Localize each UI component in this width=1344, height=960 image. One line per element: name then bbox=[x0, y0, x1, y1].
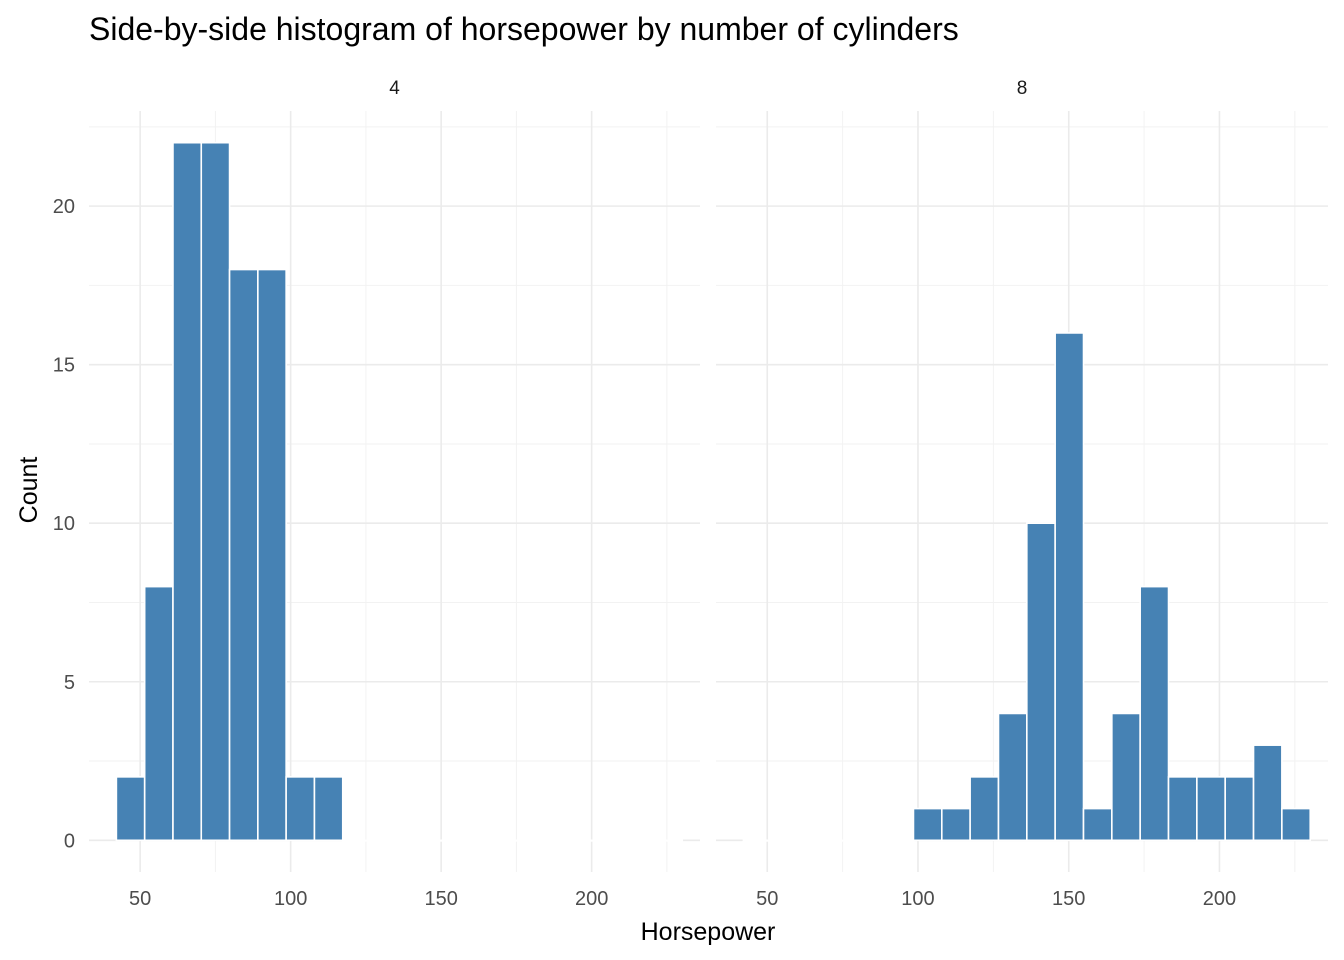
histogram-bar bbox=[483, 839, 514, 842]
y-tick-label: 20 bbox=[53, 196, 75, 218]
x-tick-label: 200 bbox=[575, 888, 608, 910]
histogram-bar bbox=[398, 839, 429, 842]
histogram-bar bbox=[568, 839, 599, 842]
facet-panels: 4 50 100 150 200 0 5 10 15 20 8 50 100 150 200 bbox=[53, 78, 1328, 910]
x-tick-label: 100 bbox=[274, 888, 307, 910]
histogram-bar bbox=[1196, 776, 1226, 842]
histogram-bar bbox=[1167, 776, 1198, 842]
histogram-bar bbox=[1082, 807, 1113, 842]
x-tick-label: 50 bbox=[129, 888, 151, 910]
histogram-bar bbox=[455, 839, 485, 842]
histogram-bar bbox=[770, 839, 801, 842]
x-tick-label: 50 bbox=[756, 888, 778, 910]
histogram-bar bbox=[1224, 776, 1255, 842]
histogram-bar bbox=[1026, 522, 1056, 842]
y-tick-label: 5 bbox=[64, 672, 75, 694]
histogram-bar bbox=[941, 807, 971, 842]
x-tick-label: 150 bbox=[1052, 888, 1085, 910]
histogram-bar bbox=[855, 839, 886, 842]
histogram-bar bbox=[1281, 807, 1312, 842]
histogram-bar bbox=[799, 839, 830, 842]
y-axis-title: Count bbox=[15, 457, 43, 524]
y-tick-label: 15 bbox=[53, 355, 75, 377]
histogram-bar bbox=[1054, 332, 1085, 842]
histogram-bar bbox=[143, 585, 174, 842]
histogram-bar bbox=[1111, 712, 1141, 842]
histogram-bar bbox=[313, 776, 344, 842]
histogram-bar bbox=[969, 776, 1000, 842]
x-tick-label: 150 bbox=[424, 888, 457, 910]
y-tick-label: 0 bbox=[64, 830, 75, 852]
histogram-bar bbox=[1139, 585, 1170, 842]
x-axis-title: Horsepower bbox=[641, 918, 776, 946]
y-tick-label: 10 bbox=[53, 513, 75, 535]
histogram-bar bbox=[997, 712, 1028, 842]
histogram-bar bbox=[115, 776, 146, 842]
chart-title: Side-by-side histogram of horsepower by … bbox=[89, 11, 959, 47]
histogram-bar bbox=[742, 839, 773, 842]
x-tick-label: 200 bbox=[1203, 888, 1236, 910]
facet-strip-label: 8 bbox=[1017, 78, 1028, 99]
histogram-bar bbox=[827, 839, 858, 842]
histogram-bar bbox=[624, 839, 655, 842]
histogram-bar bbox=[1252, 744, 1283, 842]
facet-strip-label: 4 bbox=[389, 78, 400, 99]
histogram-bar bbox=[200, 141, 231, 842]
histogram-bar bbox=[596, 839, 627, 842]
histogram-bar bbox=[884, 839, 915, 842]
histogram-bar bbox=[370, 839, 401, 842]
histogram-bar bbox=[426, 839, 457, 842]
facet-panel-8: 8 50 100 150 200 bbox=[716, 78, 1328, 910]
histogram-bar bbox=[285, 776, 316, 842]
histogram-bar bbox=[912, 807, 943, 842]
histogram-bar bbox=[511, 839, 542, 842]
x-tick-label: 100 bbox=[901, 888, 934, 910]
histogram-bar bbox=[228, 268, 259, 842]
histogram-bar bbox=[653, 839, 684, 842]
histogram-bar bbox=[172, 141, 203, 842]
facet-panel-4: 4 50 100 150 200 0 5 10 15 20 bbox=[53, 78, 700, 910]
histogram-bar bbox=[539, 839, 570, 842]
histogram-bar bbox=[257, 268, 287, 842]
histogram-bar bbox=[341, 839, 372, 842]
